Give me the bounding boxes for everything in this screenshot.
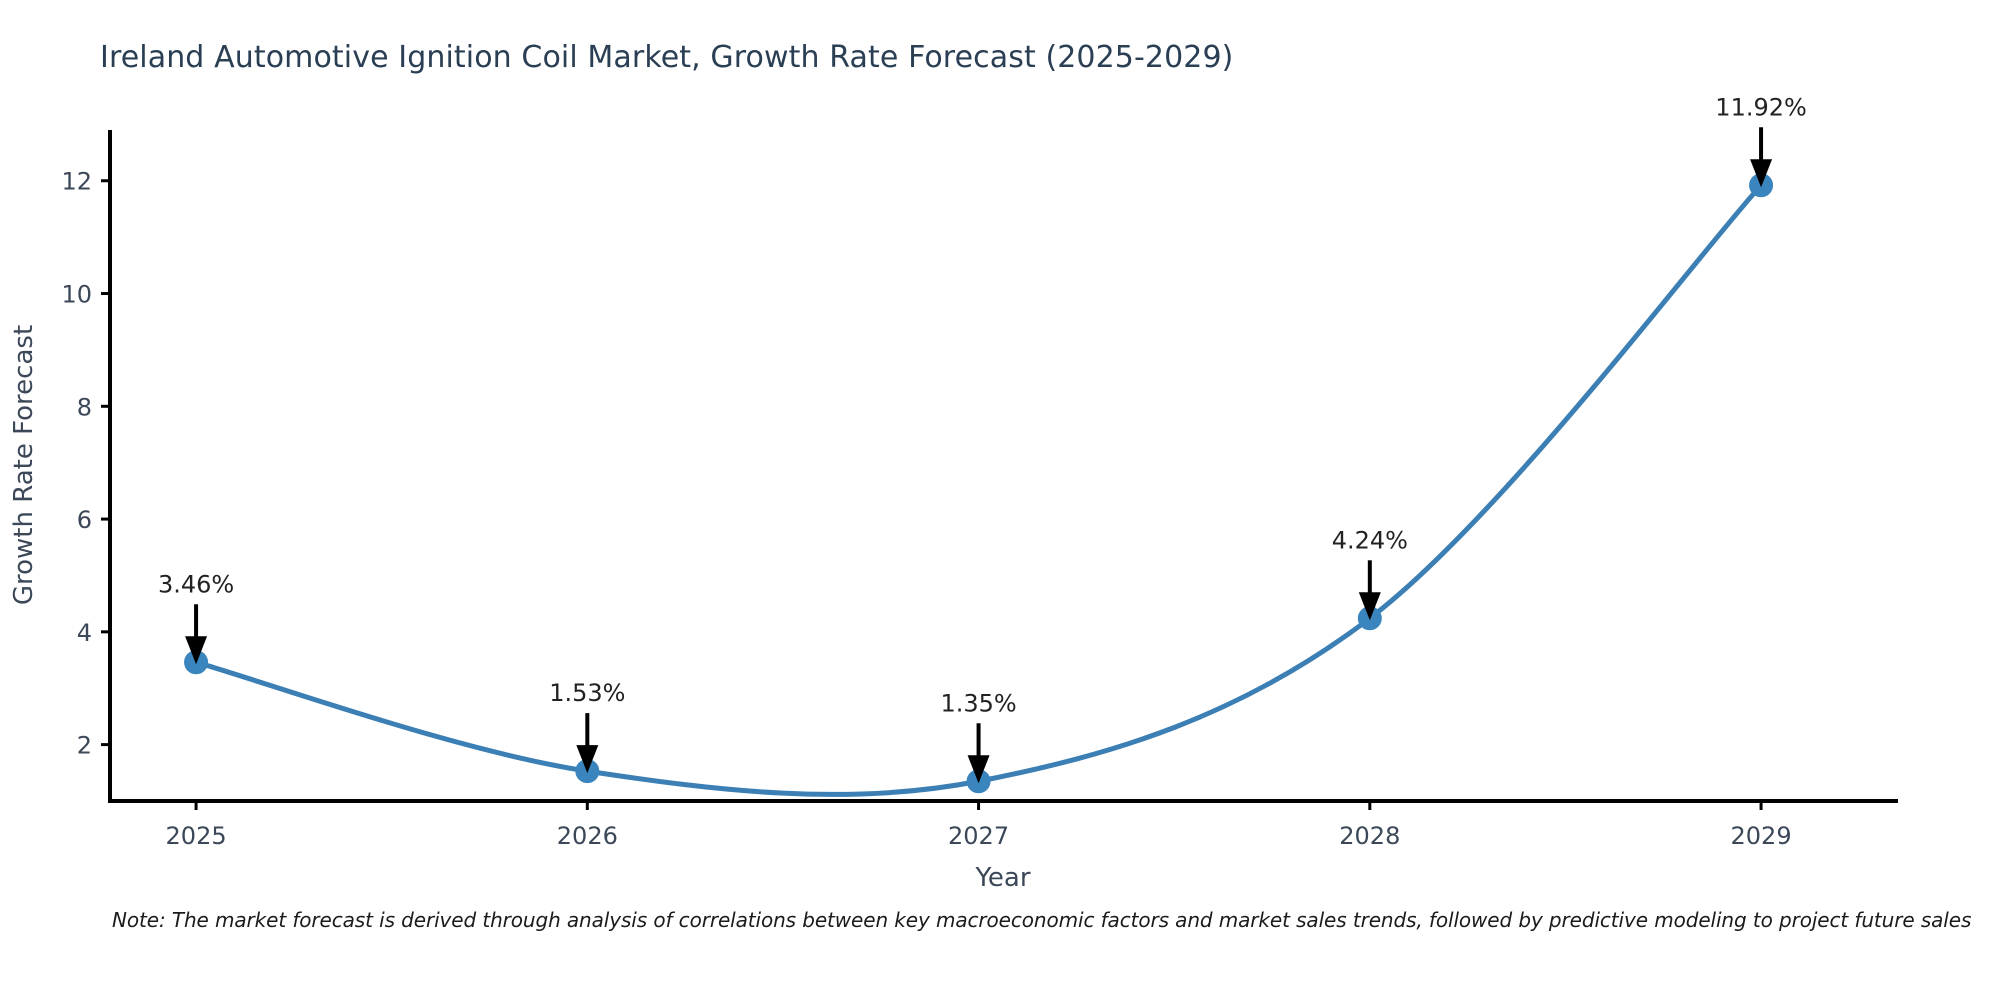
x-tick-label: 2025 — [166, 822, 227, 850]
y-tick-label: 10 — [61, 281, 92, 309]
series-line-growth-rate-forecast — [193, 182, 1764, 797]
x-axis-title: Year — [974, 863, 1030, 893]
x-tick-label: 2029 — [1731, 822, 1792, 850]
down-arrow-head-icon — [576, 745, 599, 774]
down-arrow-head-icon — [185, 636, 208, 665]
y-tick-label: 12 — [61, 168, 92, 196]
down-arrow-head-icon — [1750, 159, 1773, 188]
annotation-arrows — [185, 127, 1773, 784]
y-tick-label: 4 — [77, 619, 92, 647]
y-axis-ticks — [101, 179, 110, 747]
x-tick-label: 2028 — [1339, 822, 1400, 850]
y-axis-title: Growth Rate Forecast — [9, 325, 39, 605]
down-arrow-head-icon — [967, 755, 990, 784]
chart-footnote: Note: The market forecast is derived thr… — [112, 908, 1972, 932]
chart-title: Ireland Automotive Ignition Coil Market,… — [100, 40, 1234, 75]
data-point-label: 11.92% — [1715, 93, 1807, 121]
down-arrow-head-icon — [1358, 592, 1381, 621]
x-tick-label: 2027 — [948, 822, 1009, 850]
data-point-label: 4.24% — [1332, 526, 1408, 554]
data-point-label: 1.35% — [940, 689, 1016, 717]
annotation-labels: 3.46% 1.53% 1.35% 4.24% 11.92% — [158, 93, 1807, 717]
y-axis-tick-labels: 2 4 6 8 10 12 — [61, 168, 92, 760]
x-tick-label: 2026 — [557, 822, 618, 850]
x-axis-tick-labels: 2025 2026 2027 2028 2029 — [166, 822, 1792, 850]
x-axis-ticks — [194, 801, 1763, 810]
data-point-label: 3.46% — [158, 570, 234, 598]
data-point-label: 1.53% — [549, 679, 625, 707]
y-tick-label: 2 — [77, 732, 92, 760]
y-tick-label: 8 — [77, 393, 92, 421]
y-tick-label: 6 — [77, 506, 92, 534]
